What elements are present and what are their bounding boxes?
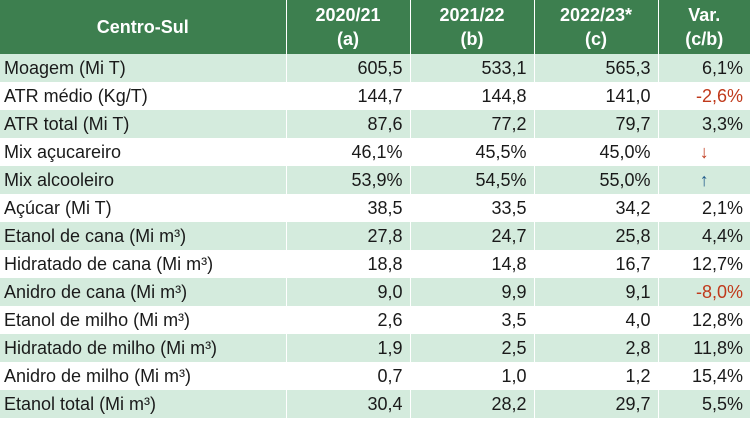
value-2021-22: 144,8 [410,82,535,110]
header-region: Centro-Sul [0,0,287,54]
row-label: Hidratado de cana (Mi m³) [0,250,287,278]
table-row: Mix alcooleiro 53,9% 54,5% 55,0% ↑ [0,166,750,194]
value-2022-23: 16,7 [534,250,659,278]
header-col-2020-21: 2020/21 (a) [286,0,411,54]
value-2020-21: 53,9% [286,166,411,194]
table-row: Mix açucareiro 46,1% 45,5% 45,0% ↓ [0,138,750,166]
value-2020-21: 9,0 [286,278,411,306]
row-label: Etanol de milho (Mi m³) [0,306,287,334]
row-label: Mix alcooleiro [0,166,287,194]
value-2022-23: 9,1 [534,278,659,306]
header-col-2022-23: 2022/23* (c) [534,0,659,54]
value-2022-23: 2,8 [534,334,659,362]
table-row: Hidratado de milho (Mi m³) 1,9 2,5 2,8 11,8% [0,334,750,362]
value-variation: 12,7% [658,250,750,278]
table-row: Etanol de cana (Mi m³) 27,8 24,7 25,8 4,4% [0,222,750,250]
row-label: Etanol total (Mi m³) [0,390,287,418]
table-row: Açúcar (Mi T) 38,5 33,5 34,2 2,1% [0,194,750,222]
header-col-2022-23-tag: (c) [585,29,607,49]
header-col-2022-23-year: 2022/23* [559,5,633,25]
value-2022-23: 25,8 [534,222,659,250]
value-variation: 11,8% [658,334,750,362]
header-col-2021-22-year: 2021/22 [439,5,505,25]
value-2022-23: 45,0% [534,138,659,166]
value-2022-23: 565,3 [534,54,659,82]
value-variation: ↓ [658,138,750,166]
table-header: Centro-Sul 2020/21 (a) 2021/22 (b) 2022/… [0,0,750,54]
value-2022-23: 34,2 [534,194,659,222]
row-label: Moagem (Mi T) [0,54,287,82]
value-2020-21: 87,6 [286,110,411,138]
table-row: Etanol de milho (Mi m³) 2,6 3,5 4,0 12,8% [0,306,750,334]
row-label: Mix açucareiro [0,138,287,166]
header-col-2020-21-year: 2020/21 [315,5,381,25]
value-variation: -2,6% [658,82,750,110]
value-2021-22: 14,8 [410,250,535,278]
value-variation: 6,1% [658,54,750,82]
value-2021-22: 533,1 [410,54,535,82]
table-row: ATR total (Mi T) 87,6 77,2 79,7 3,3% [0,110,750,138]
value-2020-21: 144,7 [286,82,411,110]
value-2021-22: 3,5 [410,306,535,334]
value-2020-21: 18,8 [286,250,411,278]
value-2022-23: 1,2 [534,362,659,390]
table-row: Moagem (Mi T) 605,5 533,1 565,3 6,1% [0,54,750,82]
header-col-variation-tag: (c/b) [685,29,724,49]
header-col-2020-21-tag: (a) [337,29,359,49]
value-variation: 15,4% [658,362,750,390]
table-row: Anidro de milho (Mi m³) 0,7 1,0 1,2 15,4% [0,362,750,390]
value-variation: 5,5% [658,390,750,418]
value-2022-23: 29,7 [534,390,659,418]
value-2020-21: 1,9 [286,334,411,362]
header-row: Centro-Sul 2020/21 (a) 2021/22 (b) 2022/… [0,0,750,54]
header-col-variation: Var. (c/b) [658,0,750,54]
row-label: ATR total (Mi T) [0,110,287,138]
header-col-2021-22: 2021/22 (b) [410,0,535,54]
value-variation: 12,8% [658,306,750,334]
value-variation: 4,4% [658,222,750,250]
row-label: Anidro de milho (Mi m³) [0,362,287,390]
value-2021-22: 1,0 [410,362,535,390]
value-2020-21: 605,5 [286,54,411,82]
value-variation: ↑ [658,166,750,194]
table-row: Hidratado de cana (Mi m³) 18,8 14,8 16,7 12,… [0,250,750,278]
value-2021-22: 54,5% [410,166,535,194]
value-2020-21: 27,8 [286,222,411,250]
row-label: Hidratado de milho (Mi m³) [0,334,287,362]
value-2021-22: 77,2 [410,110,535,138]
table-row: Anidro de cana (Mi m³) 9,0 9,9 9,1 -8,0% [0,278,750,306]
table-row: ATR médio (Kg/T) 144,7 144,8 141,0 -2,6% [0,82,750,110]
value-variation: 2,1% [658,194,750,222]
row-label: ATR médio (Kg/T) [0,82,287,110]
value-2022-23: 79,7 [534,110,659,138]
value-2021-22: 2,5 [410,334,535,362]
row-label: Etanol de cana (Mi m³) [0,222,287,250]
value-2021-22: 24,7 [410,222,535,250]
value-2020-21: 46,1% [286,138,411,166]
value-2022-23: 4,0 [534,306,659,334]
value-2021-22: 28,2 [410,390,535,418]
row-label: Açúcar (Mi T) [0,194,287,222]
value-2021-22: 45,5% [410,138,535,166]
header-col-2021-22-tag: (b) [460,29,484,49]
value-2022-23: 141,0 [534,82,659,110]
table-body: Moagem (Mi T) 605,5 533,1 565,3 6,1% ATR médi… [0,54,750,418]
table-row: Etanol total (Mi m³) 30,4 28,2 29,7 5,5% [0,390,750,418]
value-variation: 3,3% [658,110,750,138]
value-2021-22: 33,5 [410,194,535,222]
row-label: Anidro de cana (Mi m³) [0,278,287,306]
value-2022-23: 55,0% [534,166,659,194]
value-variation: -8,0% [658,278,750,306]
value-2020-21: 30,4 [286,390,411,418]
value-2021-22: 9,9 [410,278,535,306]
value-2020-21: 2,6 [286,306,411,334]
value-2020-21: 0,7 [286,362,411,390]
value-2020-21: 38,5 [286,194,411,222]
header-col-variation-title: Var. [688,5,721,25]
